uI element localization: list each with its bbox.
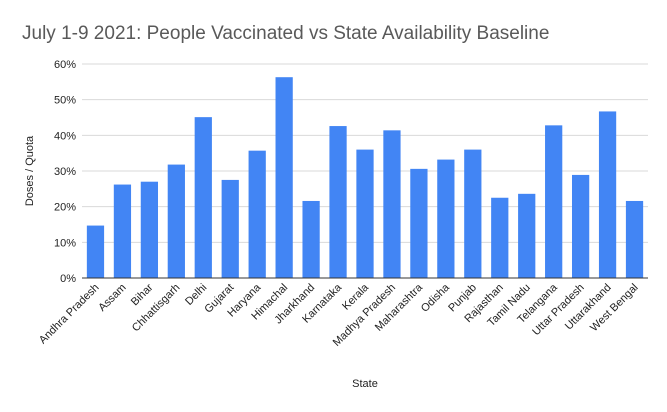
y-tick-label: 40% [54,130,76,142]
bar-chhattisgarh [167,164,185,278]
y-tick-label: 30% [54,166,76,178]
bar-himachal [275,77,293,279]
x-tick-label: Andhra Pradesh [37,282,102,347]
bar-rajasthan [491,197,509,278]
y-tick-label: 20% [54,202,76,214]
y-tick-label: 60% [54,59,76,71]
bar-madhya-pradesh [383,130,401,278]
bar-tamil-nadu [518,193,536,278]
bars [86,77,644,279]
bar-andhra-pradesh [86,225,105,278]
x-tick-label: Odisha [419,281,453,315]
y-axis-title: Doses / Quota [24,135,36,206]
y-tick-label: 0% [60,273,76,285]
bar-karnataka [329,126,347,278]
bar-punjab [464,149,482,278]
bar-west-bengal [625,200,644,278]
bar-delhi [194,117,212,278]
y-tick-label: 50% [54,95,76,107]
bar-odisha [437,159,455,278]
bar-gujarat [221,179,239,278]
x-tick-label: Assam [96,282,128,314]
bar-uttar-pradesh [571,174,590,278]
bar-maharashtra [410,168,428,278]
bar-kerala [356,149,374,278]
x-axis-title: State [352,378,378,390]
y-tick-label: 10% [54,237,76,249]
chart-title: July 1-9 2021: People Vaccinated vs Stat… [22,23,549,44]
bar-haryana [248,150,266,278]
bar-uttarakhand [598,111,617,278]
y-axis-ticks: 0% 10% 20% 30% 40% 50% 60% [54,59,76,285]
bar-assam [113,184,132,278]
bar-telangana [545,125,563,278]
bar-jharkhand [302,200,320,278]
bar-bihar [140,181,159,278]
